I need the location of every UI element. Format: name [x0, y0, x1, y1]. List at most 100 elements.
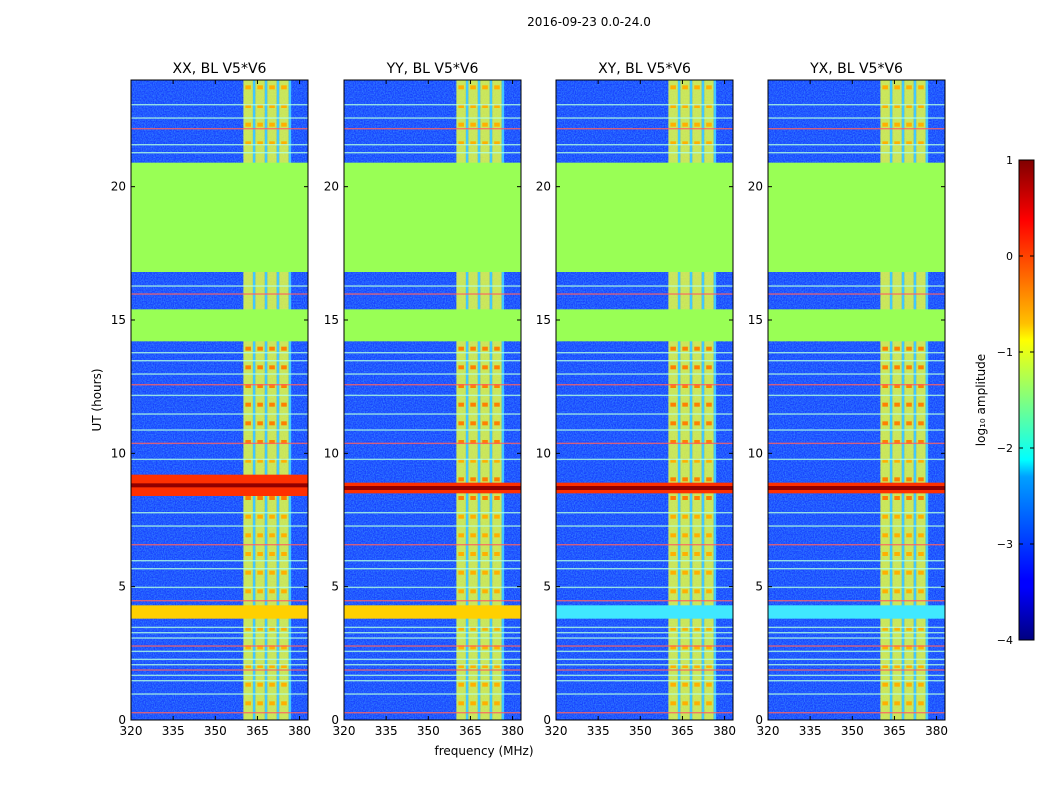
- rfi-spot: [245, 440, 251, 444]
- rfi-spot: [694, 664, 700, 668]
- panel-1: XX, BL V5*V6 320 335 350 365 380 0 5 10 15 20: [111, 61, 311, 738]
- rfi-spot: [458, 514, 464, 519]
- rfi-spot: [269, 122, 275, 127]
- rfi-column: [680, 80, 690, 720]
- rfi-spot: [281, 365, 287, 370]
- rfi-spot: [482, 85, 488, 90]
- rfi-spot: [882, 589, 888, 594]
- rfi-spot: [670, 626, 676, 631]
- rfi-streak: [556, 600, 733, 602]
- rfi-streak: [556, 512, 733, 514]
- rfi-streak: [344, 712, 521, 714]
- rfi-spot: [269, 104, 275, 108]
- rfi-spot: [494, 477, 500, 482]
- rfi-spot: [458, 141, 464, 146]
- rfi-spot: [281, 701, 287, 706]
- rfi-spot: [918, 570, 924, 575]
- rfi-spot: [458, 421, 464, 426]
- y-tick-label: 20: [111, 180, 126, 194]
- colorbar: 1 0 −1 −2 −3 −4 log₁₀ amplitude: [974, 154, 1035, 647]
- rfi-spot: [245, 570, 251, 575]
- rfi-column: [668, 80, 678, 720]
- axes-frame: [130, 79, 309, 721]
- rfi-spot: [257, 421, 263, 426]
- rfi-gap: [901, 80, 905, 720]
- y-tick-label: 5: [755, 580, 763, 594]
- rfi-spot: [882, 141, 888, 146]
- x-tick-label: 380: [288, 724, 311, 738]
- rfi-streak: [556, 373, 733, 375]
- rfi-streak: [768, 568, 945, 570]
- rfi-streak: [131, 632, 308, 634]
- y-tick-label: 10: [111, 446, 126, 460]
- rfi-spot: [706, 701, 712, 706]
- rfi-streak: [768, 658, 945, 661]
- rfi-streak: [344, 650, 521, 653]
- rfi-streak: [768, 429, 945, 431]
- rfi-streak: [768, 413, 945, 415]
- x-tick-label: 350: [629, 724, 652, 738]
- rfi-spot: [894, 645, 900, 650]
- rfi-spot: [482, 533, 488, 538]
- rfi-spot: [670, 440, 676, 444]
- rfi-spot: [257, 701, 263, 706]
- rfi-spot: [706, 346, 712, 351]
- rfi-spot: [918, 589, 924, 594]
- rfi-spot: [281, 104, 287, 108]
- x-tick-label: 320: [333, 724, 356, 738]
- rfi-spot: [470, 141, 476, 146]
- rfi-spot: [670, 682, 676, 687]
- rfi-streak: [768, 360, 945, 362]
- rfi-spot: [470, 664, 476, 668]
- rfi-spot: [245, 421, 251, 426]
- rfi-spot: [882, 85, 888, 90]
- x-tick-label: 335: [799, 724, 822, 738]
- rfi-spot: [470, 85, 476, 90]
- rfi-spot: [470, 346, 476, 351]
- x-tick-label: 365: [459, 724, 482, 738]
- rfi-spot: [918, 384, 924, 388]
- rfi-streak: [556, 680, 733, 682]
- rfi-spot: [245, 589, 251, 594]
- rfi-streak: [344, 680, 521, 682]
- rfi-spot: [706, 458, 712, 463]
- rfi-spot: [694, 477, 700, 482]
- flagged-region: [131, 162, 308, 272]
- rfi-spot: [682, 402, 688, 407]
- rfi-spot: [458, 365, 464, 370]
- rfi-streak: [344, 568, 521, 570]
- rfi-spot: [894, 533, 900, 538]
- rfi-streak: [556, 626, 733, 629]
- rfi-spot: [882, 458, 888, 463]
- rfi-streak: [131, 117, 308, 119]
- rfi-spot: [694, 682, 700, 687]
- rfi-column: [880, 80, 890, 720]
- rfi-spot: [269, 421, 275, 426]
- rfi-gap: [501, 80, 505, 720]
- rfi-streak: [131, 645, 308, 647]
- rfi-spot: [482, 645, 488, 650]
- rfi-spot: [470, 496, 476, 500]
- rfi-spot: [894, 477, 900, 482]
- rfi-spot: [470, 365, 476, 370]
- rfi-spot: [470, 645, 476, 650]
- rfi-streak: [556, 637, 733, 639]
- rfi-spot: [458, 589, 464, 594]
- rfi-spot: [257, 384, 263, 388]
- rfi-spot: [670, 589, 676, 594]
- rfi-spot: [882, 477, 888, 482]
- rfi-spot: [694, 533, 700, 538]
- rfi-spot: [482, 626, 488, 631]
- rfi-spot: [670, 104, 676, 108]
- rfi-spot: [245, 346, 251, 351]
- rfi-spot: [245, 664, 251, 668]
- rfi-spot: [906, 85, 912, 90]
- rfi-streak: [131, 626, 308, 629]
- rfi-streak: [344, 285, 521, 287]
- flagged-region: [344, 162, 521, 272]
- rfi-streak: [556, 394, 733, 397]
- heatmap-area: [556, 80, 733, 720]
- rfi-spot: [918, 552, 924, 556]
- rfi-spot: [281, 645, 287, 650]
- x-axis-label: frequency (MHz): [434, 744, 533, 758]
